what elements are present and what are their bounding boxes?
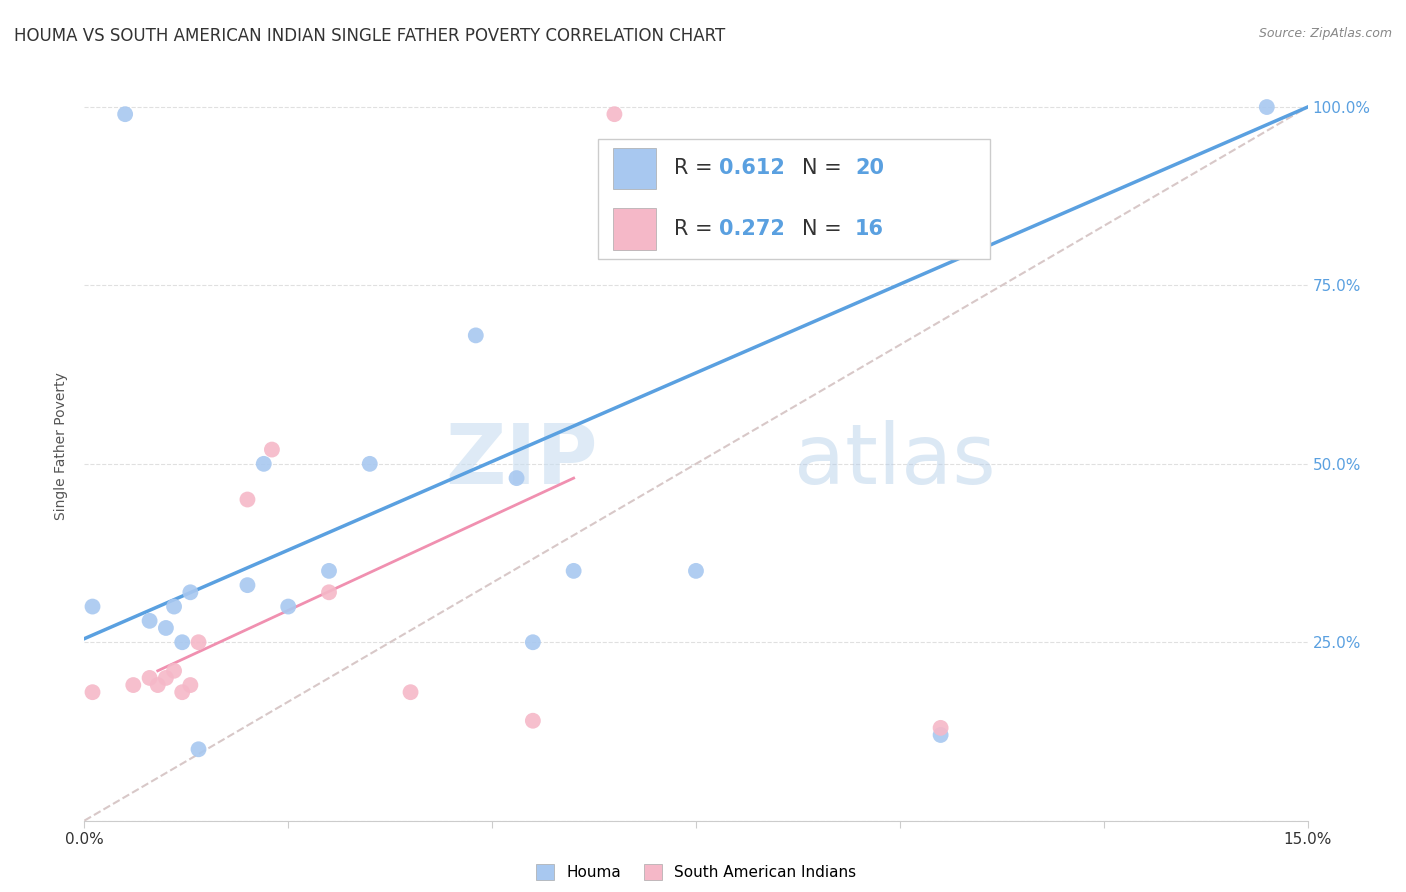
- Point: [82, 599, 104, 614]
- Text: R =: R =: [673, 159, 720, 178]
- Point: [318, 564, 340, 578]
- Point: [236, 578, 259, 592]
- Point: [163, 664, 186, 678]
- FancyBboxPatch shape: [613, 148, 655, 189]
- Point: [505, 471, 527, 485]
- Point: [179, 678, 201, 692]
- Point: [146, 678, 169, 692]
- Point: [253, 457, 276, 471]
- Point: [929, 721, 952, 735]
- FancyBboxPatch shape: [598, 139, 990, 259]
- Point: [138, 614, 160, 628]
- Text: Source: ZipAtlas.com: Source: ZipAtlas.com: [1258, 27, 1392, 40]
- Text: 20: 20: [855, 159, 884, 178]
- Point: [522, 714, 544, 728]
- Point: [114, 107, 136, 121]
- Point: [163, 599, 186, 614]
- Point: [82, 685, 104, 699]
- Text: 0.612: 0.612: [720, 159, 785, 178]
- Point: [277, 599, 299, 614]
- Text: HOUMA VS SOUTH AMERICAN INDIAN SINGLE FATHER POVERTY CORRELATION CHART: HOUMA VS SOUTH AMERICAN INDIAN SINGLE FA…: [14, 27, 725, 45]
- Point: [562, 564, 585, 578]
- Point: [1256, 100, 1278, 114]
- Text: 0.272: 0.272: [720, 219, 785, 239]
- Point: [187, 742, 209, 756]
- Point: [399, 685, 422, 699]
- Point: [464, 328, 486, 343]
- Point: [318, 585, 340, 599]
- Point: [155, 671, 177, 685]
- Point: [929, 728, 952, 742]
- Point: [522, 635, 544, 649]
- Point: [603, 107, 626, 121]
- Point: [122, 678, 145, 692]
- Point: [685, 564, 707, 578]
- Point: [155, 621, 177, 635]
- Point: [179, 585, 201, 599]
- Point: [236, 492, 259, 507]
- Text: R =: R =: [673, 219, 720, 239]
- Point: [187, 635, 209, 649]
- Point: [172, 635, 194, 649]
- Text: atlas: atlas: [794, 420, 995, 501]
- Point: [172, 685, 194, 699]
- Point: [138, 671, 160, 685]
- Text: 16: 16: [855, 219, 884, 239]
- Legend: Houma, South American Indians: Houma, South American Indians: [536, 864, 856, 880]
- Point: [260, 442, 283, 457]
- FancyBboxPatch shape: [613, 209, 655, 250]
- Text: N =: N =: [803, 159, 849, 178]
- Text: N =: N =: [803, 219, 849, 239]
- Text: ZIP: ZIP: [446, 420, 598, 501]
- Y-axis label: Single Father Poverty: Single Father Poverty: [55, 372, 69, 520]
- Point: [359, 457, 381, 471]
